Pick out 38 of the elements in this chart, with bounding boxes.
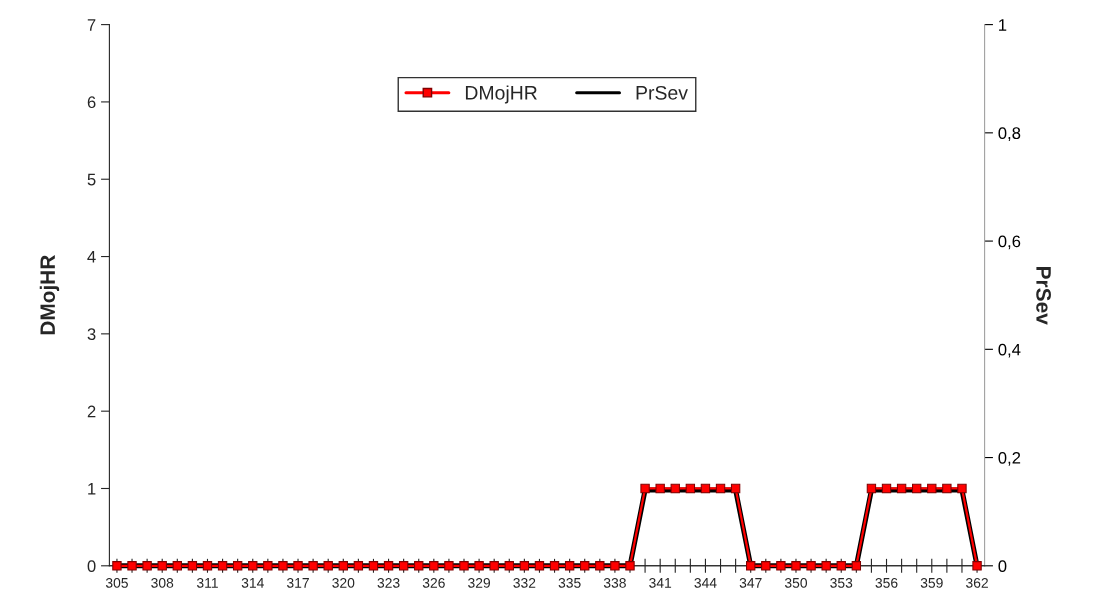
y2-tick-label: 0,2 [998,451,1021,466]
x-tick-label: 335 [558,577,581,588]
x-tick-label: 329 [468,577,491,588]
x-tick-label: 332 [513,577,536,588]
x-tick-label: 338 [603,577,626,588]
x-tick-label: 359 [920,577,943,588]
x-tick-label: 305 [105,577,128,588]
legend-label: DMojHR [465,85,537,104]
x-tick-label: 362 [966,577,988,588]
y-tick-label: 0 [87,560,96,572]
y-tick-label: 5 [87,173,96,186]
x-tick-label: 341 [649,577,672,588]
x-tick-label: 353 [830,577,853,588]
x-tick-label: 314 [241,577,264,588]
x-tick-label: 308 [151,577,174,588]
y-tick-label: 1 [88,483,96,495]
y2-tick-label: 0,6 [998,235,1021,250]
x-tick-label: 326 [422,577,445,588]
legend-label: PrSev [636,85,688,100]
y-tick-label: 7 [87,19,96,31]
y2-tick-label: 0,8 [998,127,1021,142]
x-tick-label: 323 [377,577,400,588]
x-tick-label: 350 [784,577,808,588]
y-axis-title: DMojHR [39,255,60,335]
y2-tick-label: 1 [999,19,1007,31]
x-tick-label: 317 [286,577,309,588]
y2-axis-title: PrSev [1036,267,1051,325]
y-tick-label: 2 [87,405,96,418]
y-tick-label: 3 [87,328,96,341]
y-tick-label: 6 [87,96,96,109]
y2-tick-label: 0 [998,560,1007,572]
x-tick-label: 320 [332,577,355,588]
y2-tick-label: 0,4 [998,343,1021,358]
x-tick-label: 347 [739,577,762,588]
y-tick-label: 4 [87,251,96,263]
x-tick-label: 311 [196,577,218,588]
x-tick-label: 344 [694,577,717,588]
x-tick-label: 356 [875,577,898,588]
